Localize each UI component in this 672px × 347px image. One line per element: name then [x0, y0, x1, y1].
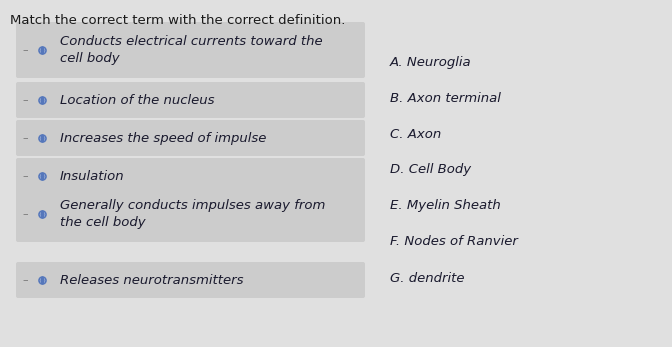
- FancyBboxPatch shape: [16, 82, 365, 118]
- FancyBboxPatch shape: [16, 158, 365, 194]
- Text: B. Axon terminal: B. Axon terminal: [390, 92, 501, 105]
- Text: E. Myelin Sheath: E. Myelin Sheath: [390, 199, 501, 212]
- Text: C. Axon: C. Axon: [390, 128, 442, 141]
- FancyBboxPatch shape: [16, 262, 365, 298]
- Text: A. Neuroglia: A. Neuroglia: [390, 56, 472, 69]
- Text: –: –: [22, 275, 28, 285]
- FancyBboxPatch shape: [16, 120, 365, 156]
- Text: –: –: [22, 209, 28, 219]
- FancyBboxPatch shape: [16, 22, 365, 78]
- Text: Increases the speed of impulse: Increases the speed of impulse: [60, 132, 266, 144]
- FancyBboxPatch shape: [16, 186, 365, 242]
- Text: –: –: [22, 133, 28, 143]
- Text: –: –: [22, 171, 28, 181]
- Text: Insulation: Insulation: [60, 169, 124, 183]
- Text: Location of the nucleus: Location of the nucleus: [60, 93, 214, 107]
- Text: Releases neurotransmitters: Releases neurotransmitters: [60, 273, 243, 287]
- Text: –: –: [22, 95, 28, 105]
- Text: –: –: [22, 45, 28, 55]
- Text: F. Nodes of Ranvier: F. Nodes of Ranvier: [390, 235, 518, 248]
- Text: Conducts electrical currents toward the
cell body: Conducts electrical currents toward the …: [60, 35, 323, 65]
- Text: D. Cell Body: D. Cell Body: [390, 163, 471, 176]
- Text: Generally conducts impulses away from
the cell body: Generally conducts impulses away from th…: [60, 199, 325, 229]
- Text: Match the correct term with the correct definition.: Match the correct term with the correct …: [10, 14, 345, 27]
- Text: G. dendrite: G. dendrite: [390, 272, 464, 285]
